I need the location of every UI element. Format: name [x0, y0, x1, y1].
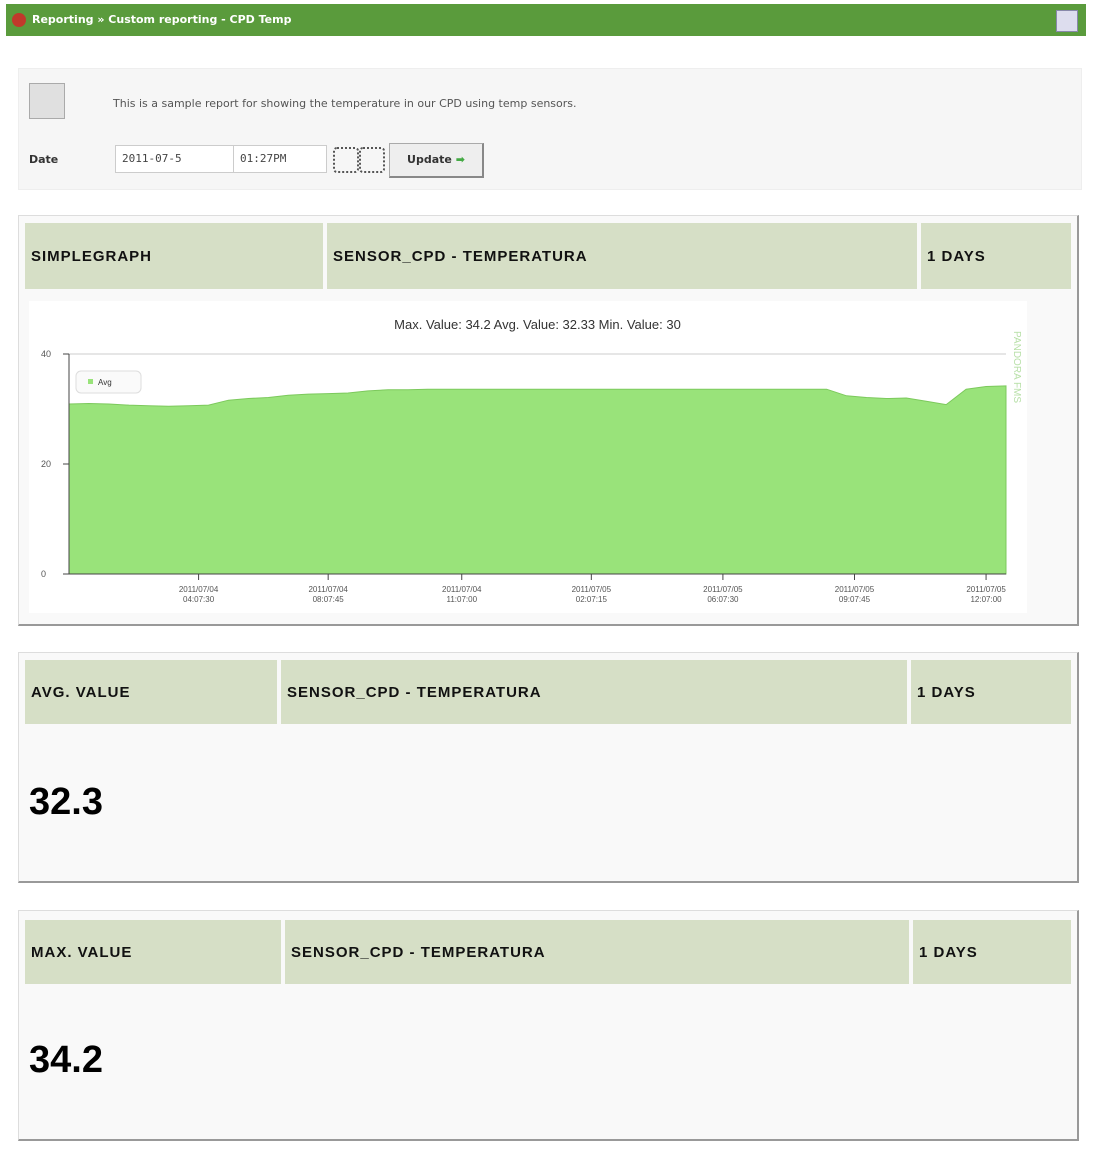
- section-period: 1 DAYS: [921, 223, 1071, 289]
- section-period: 1 DAYS: [911, 660, 1071, 724]
- section-period: 1 DAYS: [913, 920, 1071, 984]
- area: [68, 385, 1007, 575]
- breadcrumb-bar: Reporting » Custom reporting - CPD Temp: [6, 4, 1086, 36]
- x-tick-label: 2011/07/04 08:07:45: [308, 585, 348, 604]
- legend-label: Avg: [98, 378, 112, 387]
- x-tick-label: 2011/07/05 02:07:15: [572, 585, 612, 604]
- avg-section: AVG. VALUE SENSOR_CPD - TEMPERATURA 1 DA…: [18, 652, 1079, 883]
- x-tick-label: 2011/07/05 12:07:00: [966, 585, 1006, 604]
- section-agent: SENSOR_CPD - TEMPERATURA: [285, 920, 909, 984]
- fullscreen-button[interactable]: [1056, 10, 1078, 32]
- y-tick-label: 40: [41, 349, 51, 359]
- y-tick-label: 0: [41, 569, 46, 579]
- time-input[interactable]: 01:27PM: [233, 145, 327, 173]
- report-panel: This is a sample report for showing the …: [18, 68, 1082, 190]
- chart-subtitle: Max. Value: 34.2 Avg. Value: 32.33 Min. …: [394, 317, 681, 332]
- y-tick-label: 20: [41, 459, 51, 469]
- date-picker[interactable]: [333, 147, 359, 173]
- time-picker[interactable]: [359, 147, 385, 173]
- section-type: AVG. VALUE: [25, 660, 277, 724]
- report-icon: [29, 83, 65, 119]
- date-input[interactable]: 2011-07-5: [115, 145, 235, 173]
- avg-value: 32.3: [29, 781, 103, 823]
- section-agent: SENSOR_CPD - TEMPERATURA: [281, 660, 907, 724]
- icon: [12, 13, 26, 27]
- max-section: MAX. VALUE SENSOR_CPD - TEMPERATURA 1 DA…: [18, 910, 1079, 1141]
- update-label: Update: [407, 153, 452, 166]
- update-button[interactable]: Update ➡: [389, 143, 484, 178]
- watermark: PANDORA FMS: [1011, 331, 1022, 403]
- section-agent: SENSOR_CPD - TEMPERATURA: [327, 223, 917, 289]
- x-tick-label: 2011/07/04 11:07:00: [442, 585, 482, 604]
- section-type: MAX. VALUE: [25, 920, 281, 984]
- graph-section: SIMPLEGRAPH SENSOR_CPD - TEMPERATURA 1 D…: [18, 215, 1079, 626]
- section-type: SIMPLEGRAPH: [25, 223, 323, 289]
- description: This is a sample report for showing the …: [113, 97, 577, 110]
- breadcrumb: Reporting » Custom reporting - CPD Temp: [32, 13, 292, 26]
- x-tick-label: 2011/07/05 06:07:30: [703, 585, 743, 604]
- chart: Max. Value: 34.2 Avg. Value: 32.33 Min. …: [29, 301, 1027, 613]
- x-tick-label: 2011/07/05 09:07:45: [835, 585, 875, 604]
- x-tick-label: 2011/07/04 04:07:30: [179, 585, 219, 604]
- legend-box: [75, 370, 142, 394]
- date-label: Date: [29, 153, 59, 166]
- max-value: 34.2: [29, 1039, 103, 1081]
- legend-swatch: [88, 379, 93, 384]
